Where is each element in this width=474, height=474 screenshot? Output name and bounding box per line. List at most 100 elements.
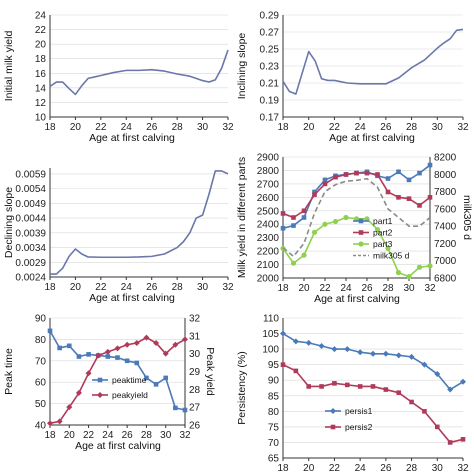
x-tick-label: 28 — [406, 122, 418, 133]
data-point — [406, 196, 412, 201]
data-point — [280, 211, 286, 216]
y-tick-label: 80 — [268, 407, 280, 418]
y-tick-label: 110 — [263, 314, 279, 325]
legend-entry: milk305 d — [373, 251, 410, 261]
data-point — [370, 350, 376, 357]
data-point — [76, 354, 82, 359]
x-tick-label: 18 — [44, 430, 56, 441]
y2-tick-label: 7200 — [434, 239, 457, 250]
data-point — [322, 221, 328, 227]
data-point — [291, 215, 296, 220]
x-axis-label: Age at first calving — [89, 292, 175, 304]
data-point — [322, 181, 328, 187]
x-tick-label: 28 — [382, 283, 394, 294]
data-point — [332, 218, 339, 225]
data-point — [56, 418, 63, 425]
data-point — [344, 382, 350, 388]
x-tick-label: 32 — [424, 283, 436, 294]
data-point — [57, 345, 62, 351]
data-point — [364, 170, 370, 176]
series-line-1 — [50, 170, 229, 275]
x-tick-label: 22 — [329, 463, 341, 474]
y2-tick-label: 32 — [189, 314, 201, 325]
data-point — [47, 328, 53, 334]
data-point — [357, 384, 363, 389]
y2-axis-label: milk305 d — [461, 195, 473, 240]
x-tick-label: 30 — [403, 283, 415, 294]
data-point — [280, 330, 286, 337]
legend-entry: part3 — [373, 239, 393, 249]
x-tick-label: 20 — [303, 122, 315, 133]
x-tick-label: 22 — [329, 122, 341, 133]
data-point — [143, 334, 150, 341]
x-tick-label: 20 — [70, 122, 82, 133]
data-point — [333, 174, 338, 180]
data-point — [291, 223, 296, 228]
data-point — [382, 350, 389, 357]
data-point — [318, 343, 325, 349]
data-point — [385, 189, 391, 195]
legend-marker — [97, 377, 103, 383]
x-tick-label: 18 — [277, 122, 289, 133]
data-point — [344, 346, 351, 353]
y-tick-label: 0.29 — [260, 11, 280, 22]
legend-entry: persis2 — [345, 422, 373, 432]
data-point — [86, 352, 91, 357]
chart-panel-4: 2000 2100 2200 2300 2400 2500 2600 2700 2800 2900… — [236, 153, 473, 306]
data-point — [364, 216, 370, 222]
y-tick-label: 105 — [262, 329, 279, 340]
y-tick-label: 2900 — [257, 153, 280, 164]
data-point — [312, 192, 317, 197]
data-point — [153, 339, 160, 346]
x-tick-label: 24 — [121, 282, 133, 293]
legend-entry: persis1 — [345, 406, 373, 416]
data-point — [395, 352, 402, 359]
data-point — [172, 341, 179, 348]
data-point — [447, 440, 453, 445]
legend-marker — [358, 218, 364, 224]
y-tick-label: 18 — [35, 54, 47, 65]
y-axis-label: Persistency (%) — [236, 351, 248, 425]
data-point — [182, 407, 188, 413]
y-tick-label: 20 — [35, 40, 47, 51]
y-tick-label: 0.0054 — [15, 184, 46, 195]
data-point — [331, 346, 338, 353]
data-point — [124, 358, 130, 364]
x-tick-label: 26 — [122, 430, 134, 441]
data-point — [395, 270, 402, 276]
y-axis-label: Milk yield in different parts — [236, 157, 248, 278]
y-tick-label: 0.0034 — [15, 243, 46, 254]
y-axis-label: Peak time — [3, 348, 15, 395]
y2-tick-label: 7800 — [434, 187, 457, 198]
data-point — [124, 341, 131, 348]
data-point — [104, 348, 111, 355]
y2-tick-label: 8200 — [434, 153, 457, 164]
chart-panel-5: 40 50 60 70 80 90 26 27 28 29 30 31 32 18 20 22 24 26 28 30… — [3, 314, 216, 453]
data-point — [434, 371, 441, 377]
x-tick-label: 24 — [102, 430, 114, 441]
x-tick-label: 18 — [277, 463, 289, 474]
data-point — [406, 177, 412, 183]
legend-marker — [330, 408, 336, 414]
y-tick-label: 2100 — [257, 260, 280, 271]
y2-tick-label: 28 — [189, 385, 201, 396]
y-tick-label: 12 — [35, 98, 47, 109]
x-tick-label: 26 — [146, 122, 158, 133]
data-point — [162, 350, 169, 357]
x-tick-label: 30 — [432, 463, 444, 474]
y-tick-label: 95 — [268, 360, 280, 371]
data-point — [173, 405, 178, 411]
data-point — [66, 343, 72, 349]
x-tick-label: 18 — [44, 282, 56, 293]
data-point — [434, 424, 440, 430]
y2-tick-label: 26 — [189, 421, 201, 432]
data-point — [422, 409, 427, 414]
data-point — [134, 360, 140, 366]
data-point — [370, 384, 376, 389]
data-point — [301, 208, 307, 214]
data-point — [133, 339, 140, 346]
data-point — [280, 362, 286, 367]
x-tick-label: 26 — [380, 463, 392, 474]
y-tick-label: 0.0059 — [15, 169, 46, 180]
